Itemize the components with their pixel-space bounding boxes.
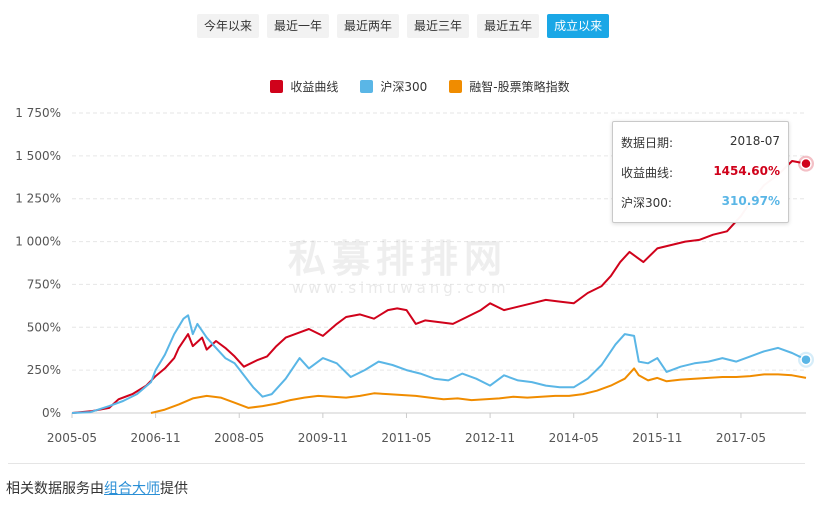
legend-label: 融智-股票策略指数: [469, 80, 570, 94]
y-tick-label: 500%: [27, 320, 61, 334]
legend-swatch-orange: [449, 80, 463, 93]
range-btn-3y[interactable]: 最近三年: [407, 14, 470, 38]
series-line-1: [71, 160, 807, 414]
footer-credit: 相关数据服务由组合大师提供: [6, 478, 188, 498]
footer-link[interactable]: 组合大师: [104, 481, 160, 497]
series-line-3: [150, 367, 807, 414]
range-btn-2y[interactable]: 最近两年: [337, 14, 400, 38]
tooltip-series2-label: 沪深300:: [621, 196, 672, 210]
series-lines: [71, 160, 807, 414]
x-tick-label: 2006-11: [131, 431, 181, 445]
watermark-text: 私募排排网: [288, 237, 509, 281]
watermark-url: www.simuwang.com: [292, 279, 510, 297]
x-tick-label: 2014-05: [549, 431, 599, 445]
tooltip-series2-row: 沪深300: 310.97%: [621, 194, 780, 211]
legend-item-series2[interactable]: 沪深300: [360, 78, 427, 95]
grid-lines: [72, 112, 806, 414]
tooltip-date-label: 数据日期:: [621, 136, 674, 150]
y-tick-label: 750%: [27, 277, 61, 291]
legend-item-series3[interactable]: 融智-股票策略指数: [449, 78, 570, 95]
hover-marker-point: [800, 157, 812, 170]
range-btn-1y[interactable]: 最近一年: [267, 14, 330, 38]
chart-legend: 收益曲线 沪深300 融智-股票策略指数: [0, 78, 840, 95]
tooltip-series1-value: 1454.60%: [713, 164, 780, 178]
tooltip-date-value: 2018-07: [729, 134, 780, 148]
y-tick-label: 0%: [42, 406, 61, 420]
x-tick-label: 2017-05: [716, 431, 766, 445]
hover-markers: [798, 155, 814, 368]
x-tick-label: 2012-11: [465, 431, 515, 445]
x-tick-label: 2008-05: [214, 431, 264, 445]
legend-swatch-blue: [360, 80, 374, 93]
footer-prefix: 相关数据服务由: [6, 481, 104, 497]
x-tick-label: 2015-11: [632, 431, 682, 445]
x-axis: 2005-05 2006-11 2008-05 2009-11 2011-05 2012-…: [47, 413, 766, 445]
y-tick-label: 1 500%: [15, 149, 61, 163]
x-tick-label: 2005-05: [47, 431, 97, 445]
y-tick-label: 250%: [27, 363, 61, 377]
tooltip-series1-row: 收益曲线: 1454.60%: [621, 164, 780, 181]
footer-suffix: 提供: [160, 481, 188, 497]
legend-swatch-red: [270, 80, 284, 93]
series-line-2: [71, 314, 807, 414]
tooltip-series1-label: 收益曲线:: [621, 166, 674, 180]
y-tick-label: 1 000%: [15, 235, 61, 249]
y-axis: 0% 250% 500% 750% 1 000% 1 250% 1 500% 1 750%: [15, 106, 61, 420]
x-tick-label: 2009-11: [298, 431, 348, 445]
legend-label: 沪深300: [380, 80, 428, 94]
legend-label: 收益曲线: [290, 80, 339, 94]
range-btn-ytd[interactable]: 今年以来: [197, 14, 260, 38]
tooltip-date-row: 数据日期: 2018-07: [621, 134, 780, 151]
footer-divider: [8, 463, 805, 464]
chart-tooltip: 数据日期: 2018-07 收益曲线: 1454.60% 沪深300: 310.…: [612, 121, 789, 223]
range-selector: 今年以来 最近一年 最近两年 最近三年 最近五年 成立以来: [197, 14, 610, 38]
hover-marker-point: [800, 353, 812, 366]
x-tick-label: 2011-05: [381, 431, 431, 445]
legend-item-series1[interactable]: 收益曲线: [270, 78, 338, 95]
tooltip-series2-value: 310.97%: [721, 194, 780, 208]
range-btn-since-inception[interactable]: 成立以来: [547, 14, 610, 38]
y-tick-label: 1 750%: [15, 106, 61, 120]
y-tick-label: 1 250%: [15, 192, 61, 206]
range-btn-5y[interactable]: 最近五年: [477, 14, 540, 38]
